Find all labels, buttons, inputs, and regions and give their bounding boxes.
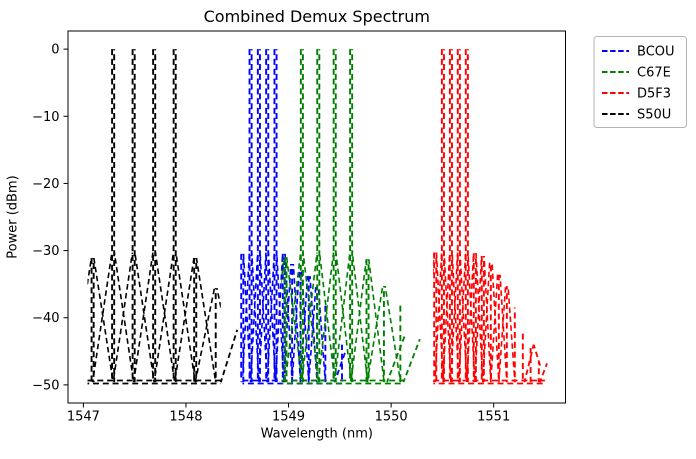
y-axis-ticks: 0 −10 −20 −30 −40 −50 bbox=[32, 43, 68, 393]
skirt bbox=[274, 253, 284, 383]
y-tick-label: 0 bbox=[51, 43, 59, 58]
legend: BCOU C67E D5F3 S50U bbox=[593, 36, 687, 128]
skirt bbox=[195, 257, 217, 383]
skirt bbox=[333, 252, 351, 383]
y-tick-label: −40 bbox=[32, 311, 59, 326]
x-axis-label: Wavelength (nm) bbox=[261, 427, 373, 442]
series-clipped bbox=[87, 252, 221, 385]
skirt bbox=[309, 276, 318, 383]
y-tick-label: −50 bbox=[32, 378, 59, 393]
skirt bbox=[112, 252, 134, 383]
skirt bbox=[475, 253, 484, 383]
skirt bbox=[499, 274, 508, 383]
skirt bbox=[242, 253, 252, 383]
y-tick-label: −30 bbox=[32, 244, 59, 259]
legend-rows: BCOU C67E D5F3 S50U bbox=[602, 45, 675, 123]
skirt bbox=[335, 252, 353, 383]
axes-frame bbox=[67, 30, 566, 404]
legend-entry-D5F3: D5F3 bbox=[602, 87, 671, 102]
skirt bbox=[451, 252, 460, 383]
skirt bbox=[483, 255, 492, 383]
skirt bbox=[251, 252, 260, 383]
tail bbox=[523, 344, 535, 383]
skirt bbox=[113, 252, 135, 383]
legend-label: D5F3 bbox=[637, 87, 671, 102]
skirt bbox=[216, 288, 221, 312]
skirt bbox=[132, 252, 154, 383]
skirt bbox=[350, 259, 368, 383]
series-clipped bbox=[281, 252, 405, 385]
skirt bbox=[302, 252, 320, 383]
legend-box bbox=[593, 36, 687, 128]
skirt bbox=[507, 286, 516, 383]
skirt bbox=[91, 252, 113, 383]
y-tick-label: −10 bbox=[32, 110, 59, 125]
x-tick-label: 1550 bbox=[375, 410, 408, 425]
series-C67E bbox=[281, 49, 421, 385]
skirt bbox=[318, 252, 336, 383]
skirt bbox=[242, 252, 251, 383]
skirt bbox=[366, 286, 384, 383]
skirt bbox=[467, 252, 476, 383]
skirt bbox=[285, 257, 303, 383]
skirt bbox=[458, 252, 467, 383]
skirt bbox=[284, 252, 302, 383]
legend-entry-C67E: C67E bbox=[602, 66, 671, 81]
skirt bbox=[194, 288, 216, 383]
skirt bbox=[275, 252, 285, 383]
skirt bbox=[491, 262, 500, 383]
x-tick-label: 1548 bbox=[169, 410, 202, 425]
skirt bbox=[175, 252, 196, 383]
legend-label: BCOU bbox=[637, 45, 675, 60]
tail bbox=[402, 338, 421, 383]
series-S50U bbox=[87, 49, 239, 385]
skirt bbox=[384, 286, 402, 383]
skirt bbox=[93, 257, 114, 383]
legend-entry-BCOU: BCOU bbox=[602, 45, 675, 60]
y-axis-label: Power (dBm) bbox=[6, 175, 21, 258]
series-group bbox=[87, 49, 548, 385]
skirt bbox=[154, 252, 176, 383]
skirt bbox=[300, 269, 310, 383]
skirt bbox=[267, 252, 277, 383]
y-tick-label: −20 bbox=[32, 177, 59, 192]
skirt bbox=[434, 252, 443, 383]
x-axis-ticks: 1547 1548 1549 1550 1551 bbox=[67, 403, 510, 425]
series-D5F3 bbox=[433, 49, 548, 385]
tail bbox=[333, 352, 346, 383]
skirt bbox=[291, 269, 301, 383]
tail bbox=[539, 363, 548, 383]
skirt bbox=[266, 252, 276, 383]
tail bbox=[532, 344, 542, 369]
legend-label: C67E bbox=[637, 66, 671, 81]
tail bbox=[386, 336, 406, 383]
skirt bbox=[490, 274, 499, 383]
x-tick-label: 1547 bbox=[67, 410, 100, 425]
skirt bbox=[498, 286, 507, 383]
skirt bbox=[292, 263, 302, 383]
skirt bbox=[443, 252, 452, 383]
skirt bbox=[459, 252, 468, 383]
skirt bbox=[435, 252, 445, 383]
skirt bbox=[300, 252, 318, 383]
x-tick-label: 1551 bbox=[477, 410, 510, 425]
skirt bbox=[367, 259, 385, 383]
plot-title: Combined Demux Spectrum bbox=[204, 7, 430, 26]
skirt bbox=[317, 252, 335, 383]
legend-entry-S50U: S50U bbox=[602, 108, 671, 123]
skirt bbox=[153, 252, 175, 383]
legend-label: S50U bbox=[637, 108, 671, 123]
skirt bbox=[259, 252, 269, 383]
skirt bbox=[134, 252, 155, 383]
tail bbox=[219, 329, 239, 383]
skirt bbox=[173, 257, 195, 383]
x-tick-label: 1549 bbox=[272, 410, 305, 425]
